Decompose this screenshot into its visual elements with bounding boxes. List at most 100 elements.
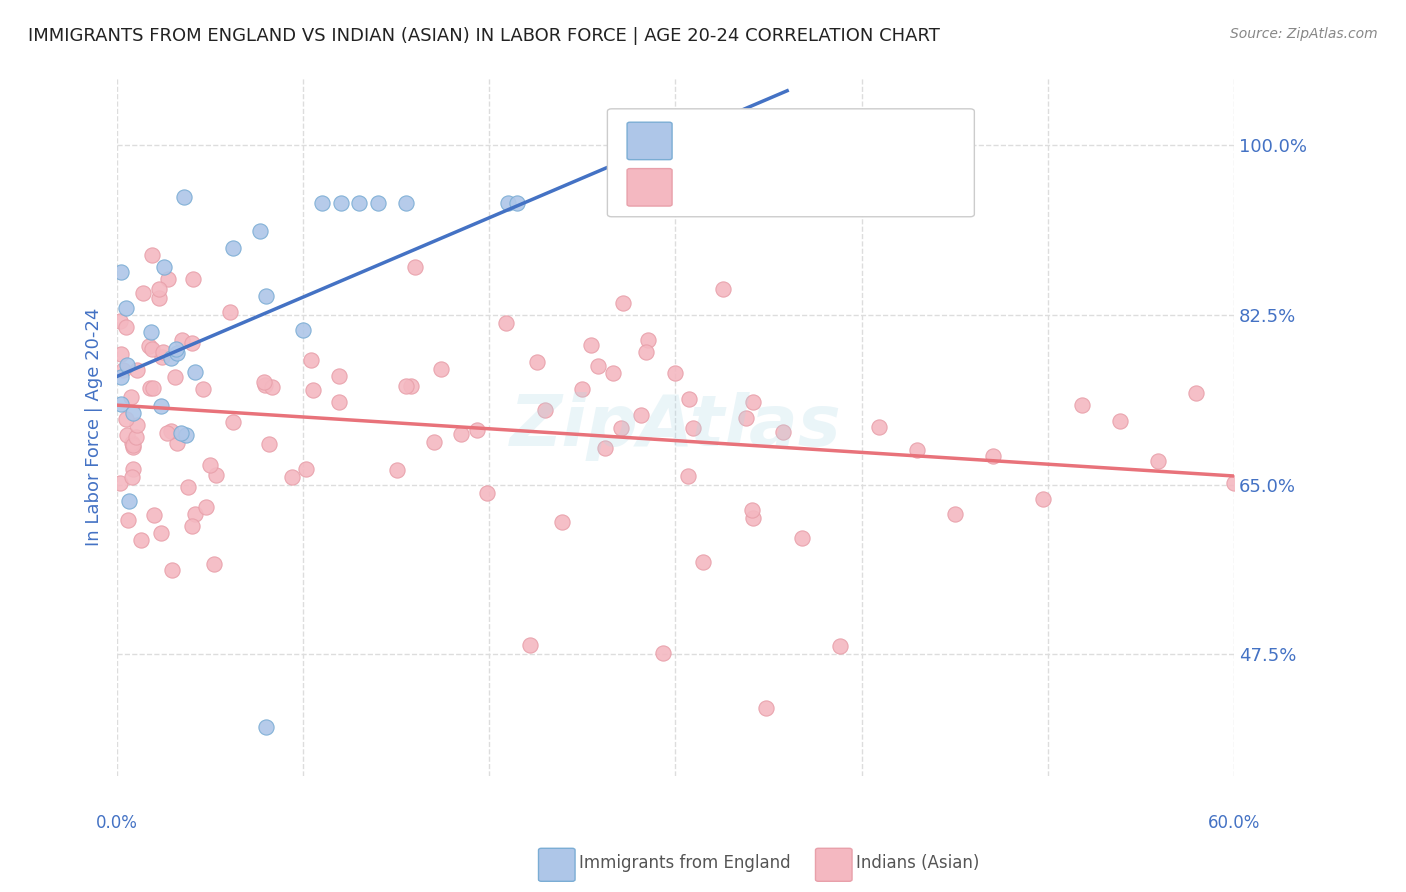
Point [1184, 386, 1206, 401]
Point [496, 196, 519, 211]
Point [166, 436, 188, 450]
Point [1223, 475, 1246, 490]
Text: 0.526: 0.526 [730, 132, 786, 150]
Point [131, 533, 153, 547]
Point [551, 515, 574, 529]
Point [122, 406, 145, 420]
Point [142, 381, 165, 395]
Point [702, 138, 724, 153]
Point [181, 272, 204, 286]
Point [1032, 492, 1054, 507]
Point [202, 557, 225, 571]
Point [1070, 399, 1092, 413]
Point [260, 380, 283, 394]
Point [117, 513, 139, 527]
Point [328, 395, 350, 409]
Text: 108: 108 [834, 178, 872, 196]
Point [184, 365, 207, 379]
Point [579, 338, 602, 352]
Point [711, 282, 734, 296]
Text: Indians (Asian): Indians (Asian) [856, 855, 980, 872]
Text: IMMIGRANTS FROM ENGLAND VS INDIAN (ASIAN) IN LABOR FORCE | AGE 20-24 CORRELATION: IMMIGRANTS FROM ENGLAND VS INDIAN (ASIAN… [28, 27, 941, 45]
Point [152, 345, 174, 359]
Point [156, 426, 179, 441]
Point [609, 421, 631, 435]
Point [110, 265, 132, 279]
Point [602, 366, 624, 380]
Point [122, 462, 145, 476]
Point [534, 402, 557, 417]
Point [110, 347, 132, 361]
Point [153, 260, 176, 274]
Point [150, 350, 173, 364]
Point [139, 381, 162, 395]
Point [678, 392, 700, 406]
Point [257, 437, 280, 451]
Point [495, 316, 517, 330]
Point [423, 435, 446, 450]
Point [692, 555, 714, 569]
Point [593, 441, 616, 455]
Point [141, 342, 163, 356]
Point [180, 518, 202, 533]
Point [571, 382, 593, 396]
Point [138, 339, 160, 353]
Text: 60.0%: 60.0% [1208, 814, 1260, 832]
Point [219, 305, 242, 319]
Point [347, 196, 370, 211]
Point [108, 314, 131, 328]
Text: R =: R = [683, 178, 723, 196]
Point [198, 458, 221, 473]
Point [792, 531, 814, 545]
Point [166, 346, 188, 360]
Point [120, 390, 142, 404]
Point [249, 224, 271, 238]
Text: N=: N= [786, 132, 820, 150]
Point [115, 427, 138, 442]
Point [652, 646, 675, 660]
Point [506, 196, 529, 211]
Point [634, 345, 657, 359]
Point [163, 370, 186, 384]
Point [184, 507, 207, 521]
Point [329, 196, 352, 211]
Point [121, 470, 143, 484]
Point [612, 295, 634, 310]
Point [139, 325, 162, 339]
Point [117, 358, 139, 372]
Point [367, 196, 389, 211]
Point [150, 525, 173, 540]
Point [302, 383, 325, 397]
Point [253, 375, 276, 389]
Point [114, 301, 136, 315]
Point [170, 426, 193, 441]
Point [734, 411, 756, 425]
Point [165, 342, 187, 356]
Point [125, 430, 148, 444]
Point [830, 639, 852, 653]
Point [177, 479, 200, 493]
Point [475, 485, 498, 500]
Text: Immigrants from England: Immigrants from England [579, 855, 792, 872]
Point [131, 286, 153, 301]
Point [150, 399, 173, 413]
Point [110, 370, 132, 384]
Point [399, 378, 422, 392]
Point [742, 511, 765, 525]
Point [254, 720, 277, 734]
Point [254, 378, 277, 392]
Point [519, 638, 541, 652]
Point [395, 379, 418, 393]
Point [676, 469, 699, 483]
Point [294, 461, 316, 475]
Point [222, 415, 245, 429]
Point [194, 500, 217, 514]
Point [430, 362, 453, 376]
Point [450, 427, 472, 442]
Point [292, 323, 315, 337]
Point [526, 355, 548, 369]
Point [170, 333, 193, 347]
Point [467, 423, 489, 437]
Point [981, 449, 1004, 463]
Point [630, 408, 652, 422]
